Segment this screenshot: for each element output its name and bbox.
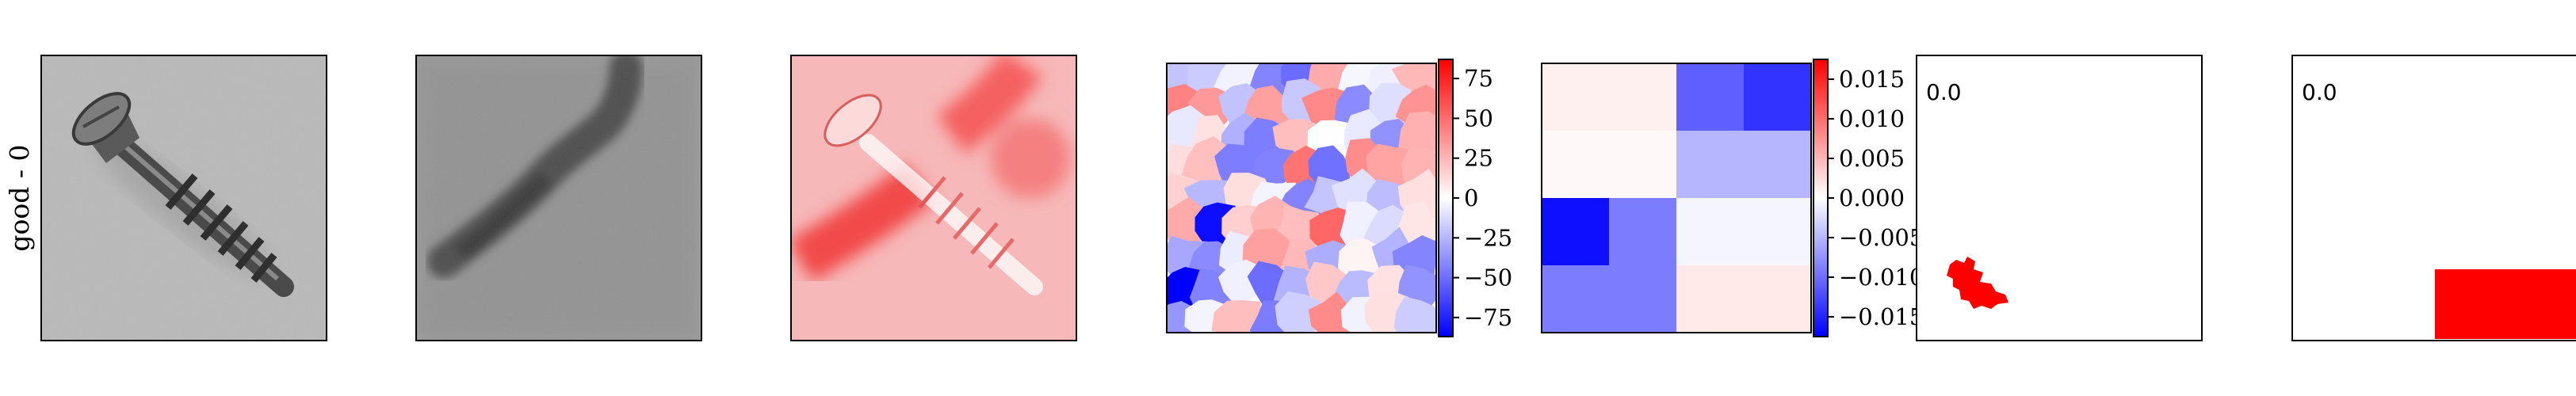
grid-cell <box>1542 198 1610 266</box>
grid-cell <box>1609 198 1677 266</box>
superpixel-mask-region <box>1947 257 2008 309</box>
grid-cell <box>1744 265 1812 333</box>
superpixel-colorbar-tick-label: 25 <box>1464 145 1493 172</box>
superpixel-colorbar-tick-label: −25 <box>1464 224 1512 251</box>
grid-mask-panel: 0.0 <box>2291 55 2576 341</box>
grid-colorbar: 0.015 0.010 0.005 0.000 −0.005 −0.010 −0.015 <box>1813 59 1924 337</box>
original-image-frame <box>40 55 327 341</box>
superpixel-colorbar-tick-label: 0 <box>1464 185 1478 211</box>
original-image <box>41 55 327 341</box>
superpixel-cell <box>1211 299 1261 333</box>
grid-cell <box>1676 265 1745 333</box>
superpixel-colorbar-tick-label: −75 <box>1464 304 1512 331</box>
grid-cell <box>1609 63 1677 131</box>
grid-cell <box>1676 198 1745 266</box>
superpixel-map-frame <box>1166 63 1437 333</box>
grid-cell <box>1744 131 1812 199</box>
grid-mask-score: 0.0 <box>2302 79 2337 105</box>
superpixel-mask-panel: 0.0 <box>1916 55 2203 341</box>
grid-colorbar-tick-label: 0.015 <box>1839 66 1905 93</box>
grid-colorbar-tick-label: −0.010 <box>1839 264 1924 291</box>
grid-cell <box>1542 131 1610 199</box>
superpixel-colorbar: 75 50 25 0 −25 −50 −75 <box>1438 59 1512 337</box>
superpixel-colorbar-tick-label: −50 <box>1464 265 1512 291</box>
grid-colorbar-tick-label: 0.010 <box>1839 105 1905 132</box>
grid-cell <box>1744 63 1812 131</box>
grid-cell <box>1542 265 1610 333</box>
superpixel-colorbar-tick-label: 75 <box>1464 65 1493 92</box>
grid-cell <box>1609 131 1677 199</box>
reconstruction-image <box>416 55 701 341</box>
grid-map-frame <box>1541 63 1812 333</box>
grid-colorbar-tick-label: 0.000 <box>1839 185 1905 211</box>
grid-cell <box>1676 131 1745 199</box>
grid-cell <box>1609 265 1677 333</box>
grid-colorbar-tick-label: −0.015 <box>1839 303 1924 330</box>
grid-attribution-map: 0.015 0.010 0.005 0.000 −0.005 −0.010 −0.015 <box>1541 59 1924 337</box>
grid-colorbar-tick-label: 0.005 <box>1839 145 1905 172</box>
row-label: good - 0 <box>4 144 35 251</box>
superpixel-colorbar-tick-label: 50 <box>1464 105 1493 131</box>
grid-colorbar-tick-label: −0.005 <box>1839 224 1924 251</box>
grid-mask-region <box>2435 269 2576 339</box>
anomaly-overlay-frame <box>790 55 1077 341</box>
grid-cell <box>1676 63 1745 131</box>
screw-icon <box>71 92 294 297</box>
grid-cell <box>1542 63 1610 131</box>
anomaly-overlay-image <box>791 55 1076 341</box>
grid-cell <box>1744 198 1812 266</box>
superpixel-attribution-map: 75 50 25 0 −25 −50 −75 <box>1166 59 1512 337</box>
superpixel-cell <box>1393 296 1436 333</box>
superpixel-mask-score: 0.0 <box>1926 79 1962 105</box>
reconstruction-image-frame <box>415 55 702 341</box>
superpixel-cell <box>1366 143 1412 188</box>
